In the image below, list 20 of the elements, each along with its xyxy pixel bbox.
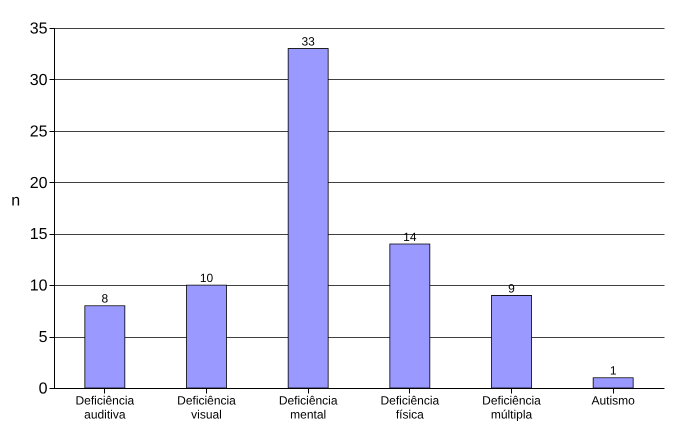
x-tick-label: Deficiência mental <box>278 394 338 422</box>
data-label: 10 <box>200 271 214 286</box>
x-tick-label: Deficiência visual <box>177 394 236 422</box>
data-label: 9 <box>508 281 516 296</box>
y-tick-label: 10 <box>30 278 48 295</box>
x-tick-label: Deficiência física <box>380 394 440 422</box>
y-tick-label: 35 <box>30 20 48 38</box>
y-tick-label: 25 <box>30 123 48 140</box>
x-tick-label: Deficiência múltipla <box>482 394 542 422</box>
data-label: 8 <box>101 292 108 306</box>
data-label: 1 <box>610 364 617 378</box>
y-tick-label: 15 <box>30 226 48 244</box>
y-tick-label: 0 <box>38 380 48 398</box>
y-tick-label: 5 <box>38 329 48 346</box>
y-axis-title: n <box>11 192 20 210</box>
x-tick-label: Autismo <box>591 394 636 408</box>
y-tick-label: 30 <box>30 72 48 89</box>
y-tick-label: 20 <box>30 174 48 192</box>
data-label: 33 <box>301 34 316 49</box>
x-tick-label: Deficiência auditiva <box>75 394 134 422</box>
